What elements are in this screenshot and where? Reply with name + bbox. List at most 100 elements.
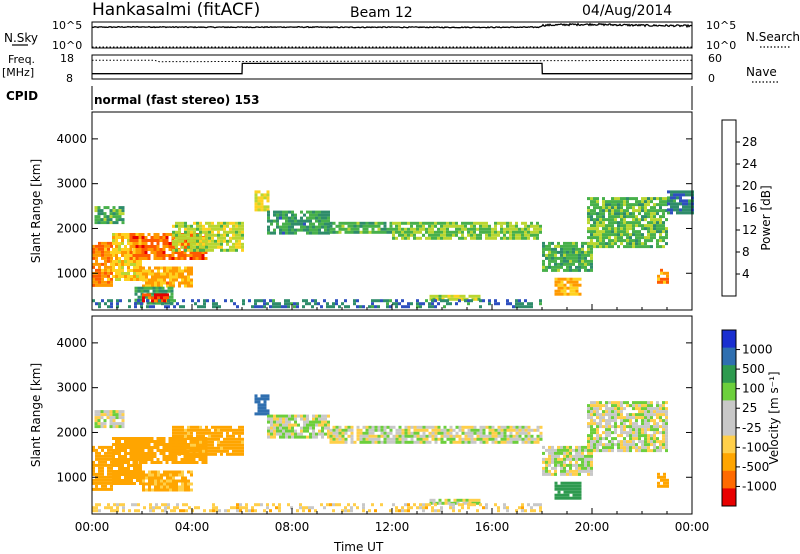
heatmap-cell <box>199 440 202 444</box>
heatmap-cell <box>608 218 611 222</box>
heatmap-cell <box>171 251 175 254</box>
heatmap-cell <box>453 498 457 502</box>
heatmap-cell <box>135 440 139 443</box>
heatmap-cell <box>548 445 551 449</box>
heatmap-cell <box>434 236 437 240</box>
heatmap-cell <box>605 431 608 435</box>
heatmap-cell <box>180 257 184 260</box>
heatmap-cell <box>572 241 575 245</box>
heatmap-cell <box>321 231 324 235</box>
heatmap-cell <box>620 401 623 405</box>
heatmap-cell <box>614 233 617 237</box>
heatmap-cell <box>161 302 164 306</box>
heatmap-cell <box>682 205 685 209</box>
heatmap-cell <box>608 440 611 444</box>
heatmap-cell <box>395 230 398 234</box>
heatmap-cell <box>599 245 602 249</box>
heatmap-cell <box>300 417 303 421</box>
heatmap-cell <box>530 230 533 234</box>
heatmap-cell <box>626 230 629 234</box>
heatmap-cell <box>389 227 393 231</box>
heatmap-cell <box>172 449 175 453</box>
heatmap-cell <box>176 302 179 306</box>
heatmap-cell <box>464 437 468 441</box>
heatmap-cell <box>470 227 473 231</box>
heatmap-cell <box>190 224 193 228</box>
heatmap-cell <box>172 428 175 432</box>
heatmap-cell <box>446 299 449 303</box>
heatmap-cell <box>95 283 98 287</box>
heatmap-cell <box>169 473 172 477</box>
nave-label: Nave <box>746 65 777 79</box>
heatmap-cell <box>482 221 485 225</box>
heatmap-cell <box>467 425 471 429</box>
heatmap-cell <box>479 233 482 237</box>
heatmap-cell <box>329 224 333 228</box>
heatmap-cell <box>446 437 450 441</box>
heatmap-cell <box>563 445 566 449</box>
heatmap-cell <box>205 227 208 231</box>
heatmap-cell <box>572 292 576 296</box>
heatmap-cell <box>620 203 623 207</box>
heatmap-cell <box>590 443 593 447</box>
heatmap-cell <box>584 256 587 260</box>
heatmap-cell <box>682 190 685 194</box>
heatmap-cell <box>154 488 157 492</box>
heatmap-cell <box>145 269 148 273</box>
heatmap-cell <box>554 283 558 287</box>
heatmap-cell <box>315 213 318 217</box>
heatmap-cell <box>413 434 417 438</box>
heatmap-cell <box>638 437 641 441</box>
heatmap-cell <box>220 233 223 237</box>
heatmap-cell <box>656 227 659 231</box>
heatmap-cell <box>217 449 220 453</box>
heatmap-cell <box>479 434 483 438</box>
heatmap-cell <box>353 299 356 303</box>
heatmap-cell <box>153 233 157 236</box>
heatmap-cell <box>318 222 321 226</box>
heatmap-cell <box>557 484 561 488</box>
heatmap-cell <box>611 209 614 213</box>
heatmap-cell <box>174 440 178 443</box>
heatmap-cell <box>389 509 392 513</box>
heatmap-cell <box>238 434 241 438</box>
heatmap-cell <box>157 281 160 285</box>
heatmap-cell <box>236 503 239 507</box>
heatmap-cell <box>596 200 599 204</box>
heatmap-cell <box>602 437 605 441</box>
heatmap-cell <box>623 215 626 219</box>
heatmap-cell <box>142 299 145 303</box>
heatmap-cell <box>190 434 193 438</box>
heatmap-cell <box>641 416 644 420</box>
heatmap-cell <box>536 230 539 234</box>
heatmap-cell <box>226 230 229 234</box>
heatmap-cell <box>653 443 656 447</box>
heatmap-cell <box>257 199 261 203</box>
heatmap-cell <box>557 457 560 461</box>
heatmap-cell <box>554 448 557 452</box>
heatmap-cell <box>192 254 196 257</box>
heatmap-cell <box>515 299 518 303</box>
heatmap-cell <box>533 509 536 513</box>
heatmap-cell <box>641 446 644 450</box>
heatmap-cell <box>101 460 104 464</box>
heatmap-cell <box>98 454 101 458</box>
heatmap-cell <box>193 425 196 429</box>
heatmap-cell <box>109 425 113 429</box>
heatmap-cell <box>602 197 605 201</box>
heatmap-cell <box>657 481 660 485</box>
heatmap-cell <box>230 506 233 510</box>
heatmap-cell <box>404 230 407 234</box>
heatmap-cell <box>578 283 582 287</box>
heatmap-cell <box>422 425 426 429</box>
heatmap-cell <box>644 227 647 231</box>
heatmap-cell <box>602 410 605 414</box>
heatmap-cell <box>229 434 232 438</box>
heatmap-cell <box>189 254 193 257</box>
heatmap-cell <box>596 242 599 246</box>
heatmap-cell <box>269 299 272 303</box>
heatmap-cell <box>205 245 208 249</box>
heatmap-cell <box>548 460 551 464</box>
heatmap-cell <box>121 239 124 242</box>
heatmap-cell <box>202 446 205 450</box>
